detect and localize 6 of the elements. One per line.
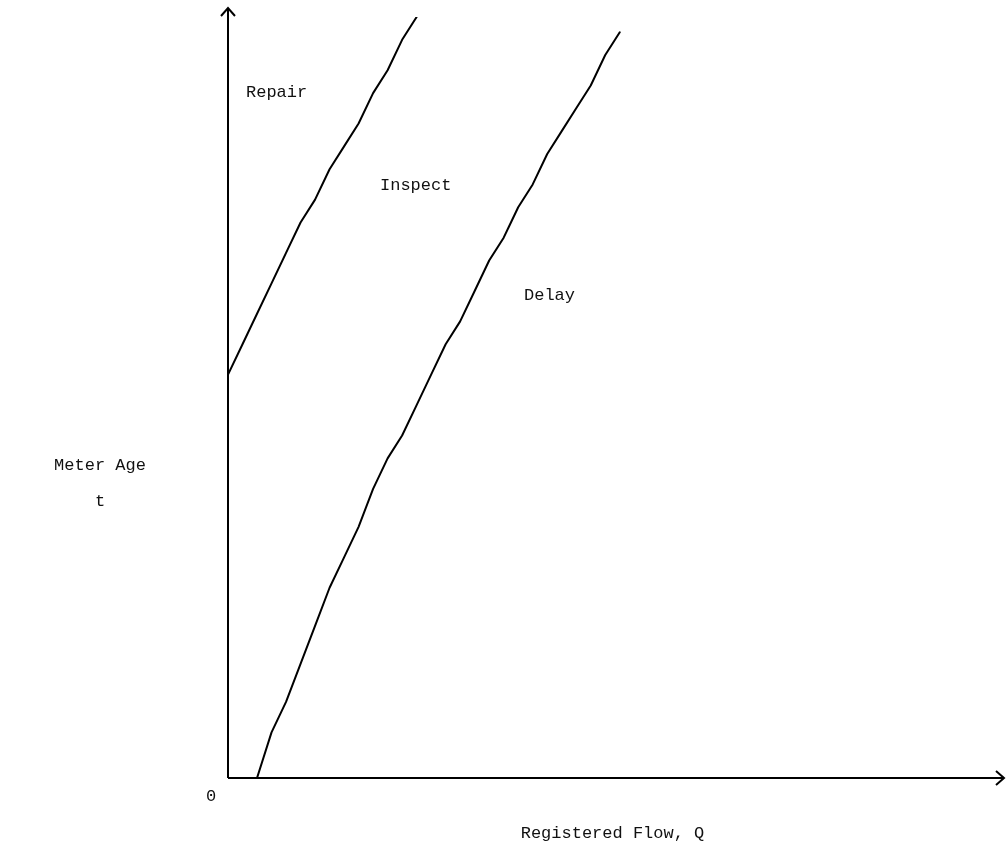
y-axis-title: Meter Age t (54, 455, 146, 513)
annotation: Delay (524, 285, 576, 307)
annotation: Inspect (380, 175, 452, 197)
x-axis-title: Registered Flow, Q (520, 823, 705, 845)
annotation: Repair (246, 82, 308, 104)
text: 0 (206, 786, 217, 808)
